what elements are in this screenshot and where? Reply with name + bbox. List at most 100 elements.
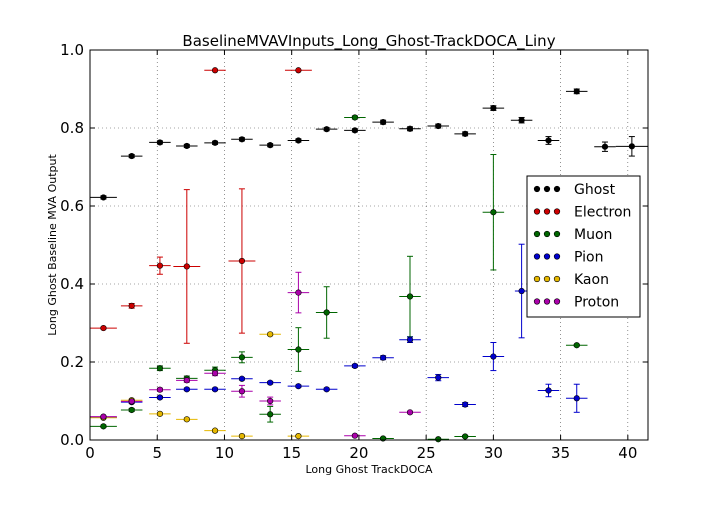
kaon-point — [295, 433, 302, 440]
series-electron — [90, 67, 312, 344]
muon-point — [295, 346, 302, 353]
proton-point — [267, 397, 274, 405]
electron-point — [100, 324, 107, 332]
proton-point — [100, 413, 107, 420]
muon-point — [100, 423, 107, 430]
legend: Ghost Electron Muon Pion Kaon Proton — [526, 175, 641, 318]
muon-point — [490, 209, 497, 216]
legend-marker-ghost — [533, 185, 541, 193]
proton-point — [211, 370, 219, 377]
pion-point — [518, 287, 525, 295]
legend-label-pion: Pion — [574, 250, 603, 266]
muon-point — [323, 309, 330, 316]
ghost-point — [267, 142, 274, 149]
y-tick-label: 1.0 — [60, 41, 84, 59]
ghost-point — [435, 122, 442, 130]
muon-point — [351, 114, 358, 121]
legend-marker-pion — [553, 253, 561, 260]
x-axis-label: Long Ghost TrackDOCA — [306, 463, 433, 476]
y-tick-label: 0.0 — [60, 431, 84, 449]
ghost-point — [183, 142, 190, 150]
series-proton — [90, 271, 421, 439]
pion-point — [406, 336, 414, 343]
legend-marker-proton — [543, 298, 551, 305]
x-tick-label: 0 — [85, 444, 95, 462]
pion-point — [545, 387, 552, 394]
kaon-point — [156, 410, 164, 417]
electron-point — [295, 67, 302, 74]
ghost-point — [601, 143, 609, 150]
legend-marker-electron — [533, 208, 541, 215]
y-tick-label: 0.2 — [60, 353, 84, 371]
legend-marker-electron — [543, 208, 551, 215]
ghost-point — [100, 194, 107, 201]
x-tick-label: 10 — [215, 444, 234, 462]
ghost-point — [211, 139, 219, 146]
ghost-point — [323, 126, 330, 133]
x-tick-label: 35 — [551, 444, 570, 462]
legend-marker-muon — [533, 230, 541, 238]
muon-point — [156, 365, 164, 372]
pion-point — [462, 401, 469, 408]
ghost-point — [380, 119, 387, 126]
ghost-point — [238, 136, 246, 143]
electron-point — [183, 263, 190, 270]
pion-point — [295, 383, 302, 390]
ghost-point — [518, 117, 525, 124]
x-tick-label: 40 — [618, 444, 637, 462]
legend-marker-muon — [543, 230, 551, 238]
pion-point — [351, 362, 358, 370]
legend-label-ghost: Ghost — [574, 182, 616, 198]
legend-marker-electron — [553, 208, 561, 215]
legend-box — [526, 175, 641, 318]
proton-point — [183, 377, 190, 384]
proton-point — [156, 386, 164, 393]
legend-marker-pion — [533, 253, 541, 260]
chart-title: BaselineMVAVInputs_Long_Ghost-TrackDOCA_… — [182, 32, 555, 51]
legend-label-proton: Proton — [574, 295, 619, 311]
legend-marker-kaon — [533, 275, 541, 283]
electron-point — [156, 262, 164, 269]
series-ghost — [90, 88, 648, 201]
kaon-point — [238, 433, 246, 440]
pion-point — [573, 395, 580, 402]
muon-point — [435, 436, 442, 443]
pion-point — [238, 375, 246, 382]
legend-label-electron: Electron — [574, 205, 631, 221]
legend-label-muon: Muon — [574, 227, 612, 243]
proton-point — [406, 409, 414, 416]
pion-point — [435, 374, 442, 381]
pion-point — [380, 354, 387, 361]
muon-point — [573, 342, 580, 349]
pion-point — [323, 386, 330, 393]
legend-marker-kaon — [543, 275, 551, 283]
kaon-point — [183, 416, 190, 423]
legend-marker-proton — [553, 298, 561, 305]
legend-marker-proton — [533, 298, 541, 305]
proton-point — [238, 388, 246, 395]
ghost-point — [462, 130, 469, 137]
pion-point — [267, 379, 274, 386]
legend-label-kaon: Kaon — [574, 272, 609, 288]
ghost-point — [628, 143, 635, 150]
muon-point — [238, 354, 246, 361]
kaon-point — [267, 331, 274, 338]
axis-ticks: 0 5 10 15 20 25 30 35 40 0.0 0.2 0.4 0.6 0.8 1.0 — [60, 41, 648, 462]
ghost-point — [128, 152, 135, 160]
legend-marker-muon — [553, 230, 561, 238]
proton-point — [351, 432, 358, 439]
ghost-point — [573, 88, 580, 95]
electron-point — [238, 257, 246, 265]
ghost-point — [156, 139, 164, 146]
legend-marker-ghost — [543, 185, 551, 193]
proton-point — [128, 398, 135, 405]
ghost-point — [295, 137, 302, 144]
legend-marker-kaon — [553, 275, 561, 283]
ghost-point — [490, 105, 497, 112]
x-tick-label: 20 — [349, 444, 368, 462]
x-tick-label: 25 — [417, 444, 436, 462]
pion-point — [156, 394, 164, 401]
y-tick-label: 0.8 — [60, 119, 84, 137]
